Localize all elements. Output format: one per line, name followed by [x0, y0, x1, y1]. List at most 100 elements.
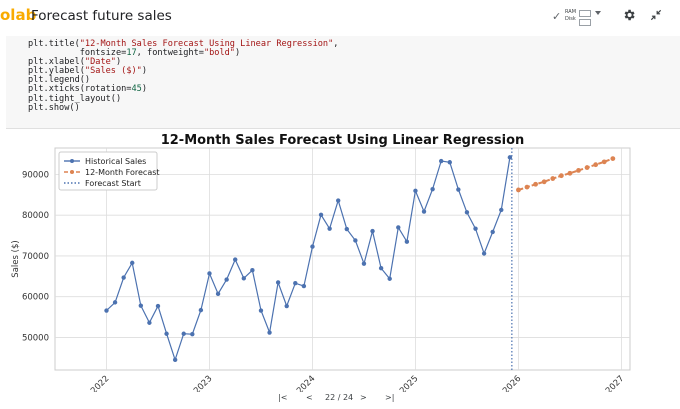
forecast-point	[550, 176, 556, 181]
forecast-point	[541, 179, 547, 185]
forecast-point	[584, 165, 590, 170]
resource-labels[interactable]: RAM Disk	[565, 9, 576, 23]
code-line: plt.legend()	[28, 75, 91, 86]
legend-label: Forecast Start	[85, 179, 141, 188]
y-tick-label: 50000	[22, 333, 49, 343]
historical-point	[404, 239, 410, 244]
historical-point	[370, 228, 375, 234]
code-line: plt.show()	[28, 102, 80, 113]
code-line: plt.ylabel("Sales ($)")	[28, 66, 148, 77]
disk-bar	[579, 19, 591, 26]
forecast-point	[576, 168, 581, 173]
code-line: plt.tight_layout()	[28, 93, 122, 104]
historical-point	[181, 331, 186, 336]
gear-icon[interactable]	[622, 8, 636, 22]
historical-point	[224, 277, 229, 282]
code-editor[interactable]: plt.title("12-Month Sales Forecast Using…	[28, 39, 339, 113]
legend-marker	[70, 159, 74, 163]
historical-point	[378, 265, 384, 271]
y-tick-label: 60000	[22, 293, 49, 303]
chart-output: 50000 60000 70000 80000 90000 2022 2023 2024 202…	[0, 130, 680, 396]
historical-point	[104, 308, 109, 313]
x-tick-label: 2022	[89, 374, 111, 392]
prev-page-button[interactable]: <	[306, 393, 313, 402]
x-tick-label: 2025	[398, 374, 420, 392]
first-page-button[interactable]: |<	[278, 393, 288, 402]
next-page-button[interactable]: >	[360, 393, 367, 402]
historical-point	[301, 283, 307, 289]
code-line: plt.xlabel("Date")	[28, 57, 122, 68]
forecast-point	[593, 162, 599, 168]
legend-marker	[70, 170, 74, 174]
x-tick-label: 2023	[192, 374, 214, 392]
forecast-point	[516, 187, 521, 193]
check-icon: ✓	[552, 10, 562, 23]
code-line: fontsize=17, fontweight="bold")	[28, 48, 241, 59]
collapse-icon[interactable]	[649, 8, 663, 22]
historical-point	[267, 330, 272, 335]
historical-point	[112, 300, 118, 305]
historical-point	[507, 155, 513, 160]
historical-point	[413, 188, 418, 193]
historical-point	[499, 207, 504, 213]
chevron-down-icon[interactable]	[595, 11, 601, 15]
colab-logo: olab	[0, 6, 37, 24]
historical-point	[396, 225, 401, 230]
historical-point	[215, 291, 221, 297]
historical-point	[353, 238, 358, 243]
historical-point	[241, 276, 247, 281]
historical-point	[147, 320, 152, 325]
code-cell[interactable]: plt.title("12-Month Sales Forecast Using…	[6, 36, 680, 129]
forecast-point	[533, 181, 538, 187]
resource-meter[interactable]	[579, 10, 591, 28]
notebook-title[interactable]: Forecast future sales	[31, 8, 172, 24]
x-tick-label: 2024	[295, 374, 317, 392]
ram-bar	[579, 10, 591, 17]
historical-point	[473, 226, 478, 231]
legend-label: 12-Month Forecast	[85, 168, 160, 177]
historical-point	[430, 186, 435, 192]
code-line: plt.title("12-Month Sales Forecast Using…	[28, 39, 339, 49]
historical-point	[490, 229, 495, 235]
historical-point	[447, 160, 452, 165]
historical-point	[164, 331, 169, 336]
x-tick-label: 2026	[501, 374, 523, 392]
historical-point	[327, 226, 332, 231]
historical-point	[172, 357, 178, 363]
code-line: plt.xticks(rotation=45)	[28, 84, 148, 95]
sales-forecast-chart: 50000 60000 70000 80000 90000 2022 2023 2024 202…	[11, 133, 631, 396]
historical-point	[233, 257, 238, 262]
historical-point	[293, 281, 298, 286]
forecast-point	[610, 156, 616, 161]
historical-point	[336, 198, 341, 203]
historical-point	[344, 226, 349, 232]
historical-point	[121, 275, 126, 280]
y-tick-label: 80000	[22, 211, 49, 221]
top-bar: olab Forecast future sales ✓ RAM Disk	[0, 0, 680, 36]
historical-point	[258, 308, 264, 313]
historical-point	[438, 158, 444, 164]
forecast-point	[524, 184, 530, 190]
y-tick-label: 70000	[22, 252, 49, 262]
forecast-point	[567, 170, 573, 176]
historical-point	[481, 251, 487, 256]
output-pager: |< < 22 / 24 > >|	[270, 393, 410, 405]
page-indicator: 22 / 24	[325, 393, 354, 402]
forecast-point	[601, 159, 607, 165]
historical-point	[190, 331, 195, 337]
forecast-point	[558, 173, 564, 179]
historical-point	[207, 271, 212, 276]
y-axis-label: Sales ($)	[11, 240, 21, 277]
chart-title: 12-Month Sales Forecast Using Linear Reg…	[161, 133, 525, 148]
historical-point	[198, 307, 204, 313]
historical-point	[275, 280, 281, 285]
historical-point	[310, 244, 315, 249]
last-page-button[interactable]: >|	[385, 393, 395, 402]
historical-point	[318, 212, 324, 218]
historical-point	[456, 187, 461, 192]
historical-point	[387, 276, 392, 281]
historical-point	[421, 209, 427, 214]
historical-point	[361, 261, 367, 266]
disk-label: Disk	[565, 16, 576, 22]
historical-point	[464, 210, 470, 215]
